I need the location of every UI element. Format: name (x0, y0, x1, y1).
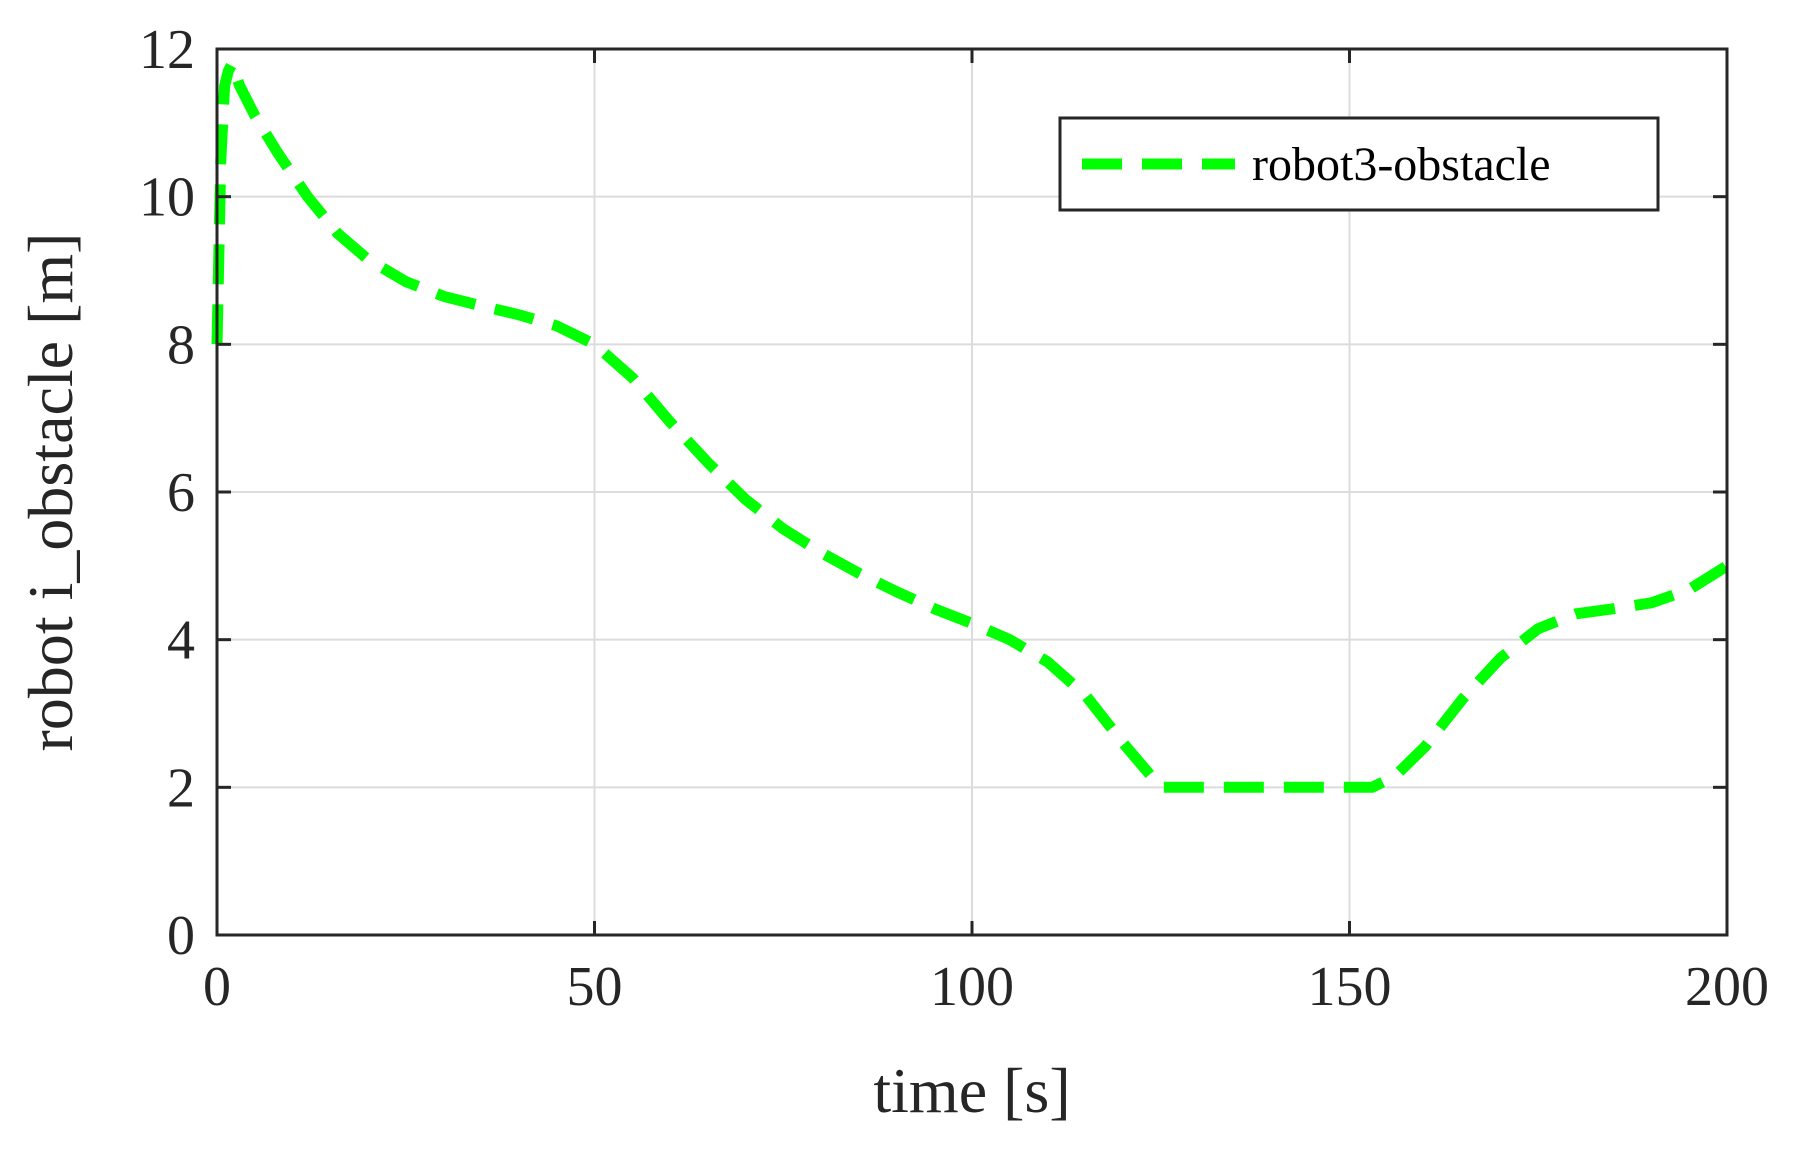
y-tick-label: 8 (167, 314, 195, 376)
series-layer (211, 58, 1730, 793)
legend-entry-label: robot3-obstacle (1252, 138, 1551, 191)
x-tick-label: 100 (930, 956, 1014, 1018)
y-tick-label: 0 (167, 905, 195, 967)
x-tick-label: 50 (567, 956, 623, 1018)
x-axis-ticks: 0 50 100 150 200 (203, 49, 1769, 1018)
y-tick-label: 6 (167, 462, 195, 524)
series-line-robot3-obstacle (211, 58, 1730, 793)
legend: robot3-obstacle (1058, 116, 1660, 212)
y-axis-label: robot i_obstacle [m] (15, 233, 86, 752)
y-tick-label: 4 (167, 610, 195, 672)
x-tick-label: 150 (1308, 956, 1392, 1018)
x-tick-label: 200 (1685, 956, 1769, 1018)
x-axis-label: time [s] (873, 1055, 1070, 1126)
x-tick-label: 0 (203, 956, 231, 1018)
y-axis-ticks: 0 2 4 6 8 10 12 (139, 19, 1727, 967)
y-tick-label: 12 (139, 19, 195, 81)
y-tick-label: 2 (167, 757, 195, 819)
y-tick-label: 10 (139, 167, 195, 229)
